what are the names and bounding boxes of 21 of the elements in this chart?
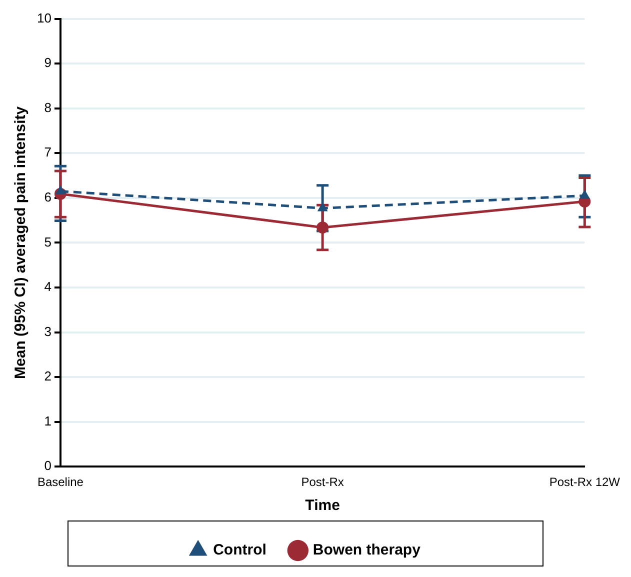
- y-tick-label: 9: [44, 55, 52, 70]
- y-tick-label: 6: [44, 190, 52, 204]
- y-tick-label: 2: [44, 368, 52, 384]
- x-axis-title: Time: [305, 497, 340, 514]
- point: [579, 190, 590, 199]
- y-tick-label: 5: [44, 234, 52, 250]
- y-tick-label: 7: [44, 144, 52, 160]
- y-axis-title: Mean (95% CI) averaged pain intensity: [12, 106, 30, 379]
- y-tick-label: 1: [44, 413, 52, 428]
- x-tick-label: Baseline: [37, 475, 84, 490]
- legend-label: Control: [213, 542, 266, 559]
- x-tick-label: Post-Rx: [301, 475, 344, 490]
- y-tick-label: 10: [36, 10, 52, 26]
- y-tick-label: 8: [44, 100, 52, 115]
- y-tick-label: 0: [44, 458, 52, 474]
- y-tick-label: 4: [44, 279, 52, 294]
- point: [316, 221, 329, 234]
- legend-label: Bowen therapy: [312, 542, 422, 559]
- x-tick-label: Post-Rx 12W: [549, 475, 621, 490]
- y-tick-label: 3: [44, 324, 52, 339]
- point: [317, 202, 328, 212]
